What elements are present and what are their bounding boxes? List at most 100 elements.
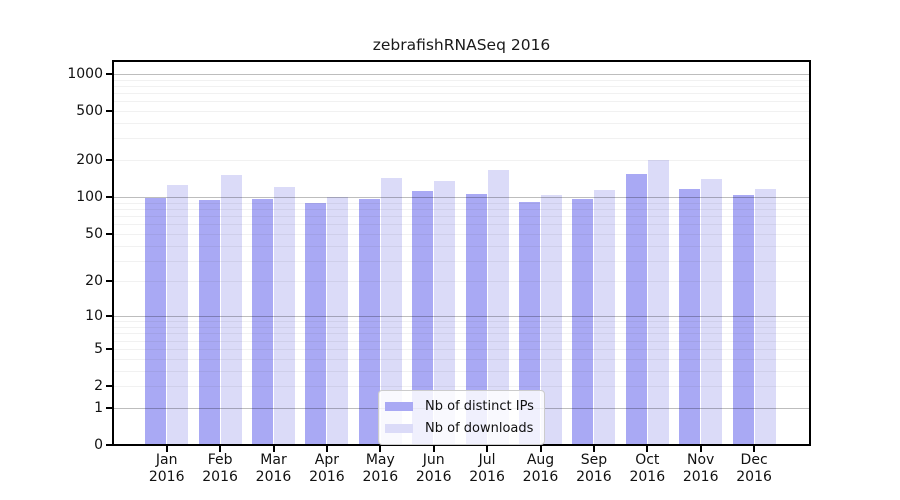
y-axis-tick-label: 20 <box>85 273 103 290</box>
minor-gridline <box>113 85 810 87</box>
bar-ips-jul <box>465 193 487 445</box>
bar-ips-oct <box>625 173 647 445</box>
major-gridline <box>113 316 810 318</box>
minor-gridline <box>113 358 810 360</box>
bar-downloads-oct <box>647 159 669 445</box>
x-tick-mark <box>699 446 702 452</box>
y-axis-tick-label: 100 <box>76 189 103 206</box>
minor-gridline <box>113 111 810 112</box>
y-axis-tick-label: 0 <box>94 437 103 453</box>
legend-swatch-distinct-ips-icon <box>385 401 413 411</box>
x-axis-tick-label: May 2016 <box>362 452 399 485</box>
bar-ips-may <box>358 198 380 445</box>
bar-downloads-sep <box>594 190 616 445</box>
bar-ips-mar <box>252 198 273 445</box>
minor-gridline <box>113 138 810 140</box>
minor-gridline <box>113 101 810 103</box>
bar-downloads-jul <box>487 170 509 445</box>
minor-gridline <box>113 233 810 235</box>
legend-item-distinct-ips: Nb of distinct IPs <box>385 396 534 416</box>
x-axis-tick-label: Nov 2016 <box>682 452 719 485</box>
x-axis-tick-label: Apr 2016 <box>309 452 345 485</box>
legend: Nb of distinct IPs Nb of downloads <box>378 390 545 445</box>
y-tick-mark <box>106 72 113 75</box>
bar-downloads-may <box>380 178 402 445</box>
x-axis-tick-label: Dec 2016 <box>736 452 772 485</box>
legend-label-downloads: Nb of downloads <box>425 420 534 436</box>
bar-downloads-feb <box>220 175 242 445</box>
minor-gridline <box>113 208 810 210</box>
x-tick-mark <box>646 446 649 452</box>
bar-ips-dec <box>732 195 754 445</box>
x-axis-tick-label: Jul 2016 <box>469 452 505 485</box>
x-axis-tick-label: Jun 2016 <box>415 452 452 485</box>
x-tick-mark <box>219 446 222 452</box>
x-axis-tick-label: Mar 2016 <box>255 452 292 485</box>
y-tick-mark <box>106 110 113 112</box>
y-axis-tick-label: 50 <box>85 225 103 242</box>
minor-gridline <box>113 224 810 226</box>
x-tick-mark <box>272 446 275 452</box>
y-tick-mark <box>106 347 113 350</box>
y-axis-tick-label: 2 <box>94 378 103 394</box>
x-axis-tick-label: Sep 2016 <box>576 452 612 485</box>
minor-gridline <box>113 327 810 328</box>
x-axis-tick-label: Feb 2016 <box>202 452 238 485</box>
x-tick-mark <box>486 446 489 452</box>
x-tick-mark <box>753 446 756 452</box>
minor-gridline <box>113 123 810 124</box>
minor-gridline <box>113 79 810 81</box>
x-tick-mark <box>592 446 595 452</box>
y-tick-mark <box>106 196 113 199</box>
minor-gridline <box>113 245 810 247</box>
bar-ips-aug <box>519 202 540 445</box>
x-axis-tick-label: Jan 2016 <box>148 452 185 485</box>
legend-label-distinct-ips: Nb of distinct IPs <box>425 398 534 414</box>
minor-gridline <box>113 160 810 162</box>
y-axis-tick-label: 500 <box>76 103 103 119</box>
x-tick-mark <box>165 446 168 452</box>
minor-gridline <box>113 281 810 283</box>
legend-swatch-downloads-icon <box>385 423 413 433</box>
bar-ips-feb <box>198 199 220 445</box>
y-axis-tick-label: 1000 <box>67 65 103 82</box>
y-tick-mark <box>106 385 113 387</box>
minor-gridline <box>113 216 810 217</box>
bar-ips-jun <box>412 191 434 445</box>
minor-gridline <box>113 348 810 350</box>
x-tick-mark <box>539 446 542 452</box>
y-tick-mark <box>106 159 113 162</box>
x-tick-mark <box>379 446 382 452</box>
y-axis-tick-label: 1 <box>94 399 103 416</box>
bar-downloads-nov <box>701 178 723 445</box>
y-tick-mark <box>106 280 113 283</box>
bar-ips-sep <box>572 199 594 445</box>
major-gridline <box>113 73 810 75</box>
x-axis-tick-label: Oct 2016 <box>629 452 666 485</box>
bar-downloads-mar <box>274 186 295 445</box>
bar-ips-nov <box>679 189 701 445</box>
minor-gridline <box>113 386 810 387</box>
minor-gridline <box>113 93 810 94</box>
legend-item-downloads: Nb of downloads <box>385 418 534 438</box>
minor-gridline <box>113 260 810 262</box>
minor-gridline <box>113 370 810 372</box>
major-gridline <box>113 197 810 199</box>
bar-ips-apr <box>305 203 327 445</box>
bar-downloads-jan <box>167 184 189 445</box>
minor-gridline <box>113 333 810 335</box>
bar-downloads-aug <box>541 195 562 445</box>
y-tick-mark <box>106 406 113 409</box>
x-tick-mark <box>325 446 328 452</box>
bar-downloads-apr <box>327 196 349 445</box>
chart-title: zebrafishRNASeq 2016 <box>372 36 551 54</box>
bar-downloads-dec <box>754 188 776 445</box>
x-axis-tick-label: Aug 2016 <box>522 452 559 485</box>
bar-ips-jan <box>145 198 167 445</box>
minor-gridline <box>113 202 810 204</box>
minor-gridline <box>113 340 810 342</box>
y-tick-mark <box>106 315 113 318</box>
y-tick-mark <box>106 232 113 235</box>
y-axis-tick-label: 10 <box>85 308 103 325</box>
